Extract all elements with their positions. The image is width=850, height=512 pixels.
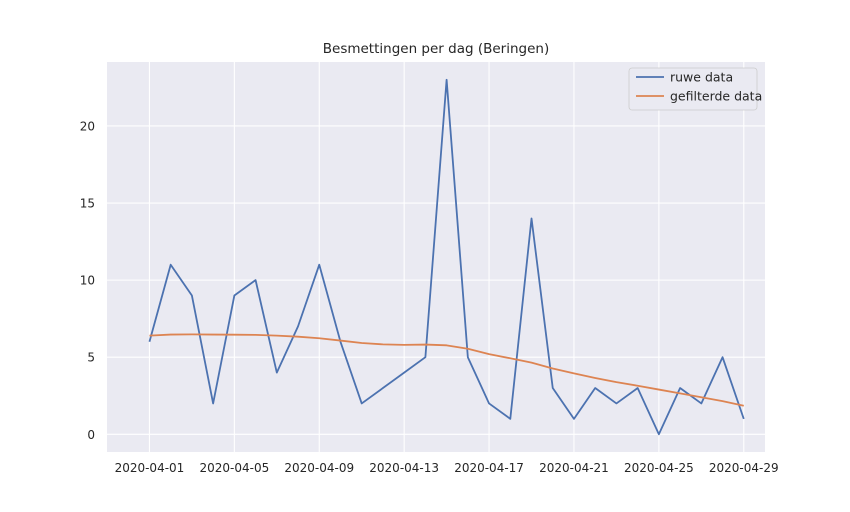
plot-area	[107, 62, 765, 452]
series-line-gefilterde-data	[149, 333, 744, 407]
legend-box	[628, 67, 758, 111]
y-tick-label: 15	[80, 197, 95, 211]
series-line-ruwe-data	[148, 78, 745, 436]
x-tick-labels: 2020-04-01 2020-04-05 2020-04-09 2020-04-13…	[115, 461, 779, 475]
y-tick-label: 0	[87, 428, 95, 442]
chart-title: Besmettingen per dag (Beringen)	[323, 41, 549, 57]
x-tick-label: 2020-04-21	[539, 461, 609, 475]
x-tick-label: 2020-04-01	[115, 461, 185, 475]
series-lines	[148, 78, 745, 436]
legend-label-gefilterde-data: gefilterde data	[670, 89, 762, 104]
legend: ruwe data gefilterde data	[628, 67, 762, 111]
grid-lines	[107, 62, 765, 452]
x-tick-label: 2020-04-13	[369, 461, 439, 475]
x-tick-label: 2020-04-25	[624, 461, 694, 475]
x-tick-label: 2020-04-09	[284, 461, 354, 475]
x-tick-label: 2020-04-17	[454, 461, 524, 475]
y-tick-labels: 0 5 10 15 20	[80, 119, 95, 441]
y-tick-label: 5	[87, 351, 95, 365]
x-tick-label: 2020-04-05	[199, 461, 269, 475]
y-tick-label: 20	[80, 119, 95, 133]
legend-label-ruwe-data: ruwe data	[670, 70, 733, 85]
x-tick-label: 2020-04-29	[709, 461, 779, 475]
y-tick-label: 10	[80, 274, 95, 288]
